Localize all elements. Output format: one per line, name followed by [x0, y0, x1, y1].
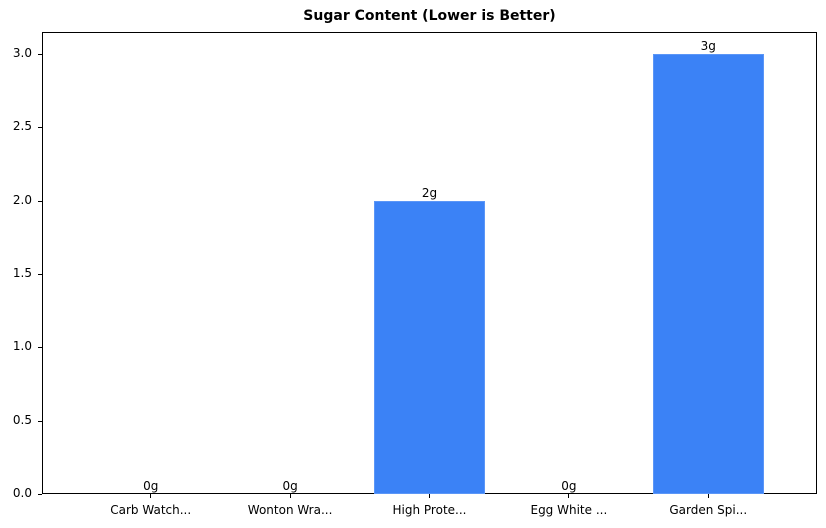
x-tick-label: High Prote... [392, 503, 467, 517]
x-tick: Carb Watch... [81, 494, 221, 517]
y-tick-label: 3.0 [12, 46, 32, 60]
x-tick: Wonton Wra... [220, 494, 360, 517]
y-tick-label: 2.0 [12, 192, 32, 207]
y-tick-mark [38, 494, 42, 495]
y-tick-mark [38, 274, 42, 275]
y-tick-mark [38, 347, 42, 349]
x-tick: Egg White ... [499, 494, 639, 517]
x-tick-label: Wonton Wra... [247, 503, 333, 517]
bar-value-label: 0g [282, 479, 298, 493]
x-tick-mark [150, 494, 152, 498]
y-tick-label: 0.5 [12, 412, 32, 427]
x-tick-mark [289, 494, 291, 498]
bar-value-label: 2g [421, 185, 438, 200]
x-tick: High Prote... [360, 494, 500, 517]
bar-value-label: 0g [561, 479, 577, 493]
chart-title: Sugar Content (Lower is Better) [303, 8, 556, 24]
x-tick-label: Garden Spi... [669, 503, 748, 517]
x-tick-mark [568, 494, 570, 498]
bar [373, 200, 486, 494]
x-tick-label: Carb Watch... [110, 503, 192, 517]
y-tick-mark [38, 200, 42, 202]
bar-value-label: 0g [143, 479, 159, 493]
x-tick-mark [429, 494, 430, 498]
y-tick-label: 1.0 [12, 339, 32, 354]
y-tick-label: 0.0 [12, 486, 32, 500]
y-tick-label: 1.5 [12, 266, 32, 280]
y-tick-mark [38, 127, 42, 129]
x-tick-mark [707, 494, 709, 498]
bar-value-label: 3g [700, 39, 716, 53]
bar [652, 54, 765, 494]
x-tick: Garden Spi... [638, 494, 778, 517]
y-tick-label: 2.5 [12, 119, 32, 134]
y-tick-mark [38, 420, 42, 422]
x-tick-label: Egg White ... [530, 503, 608, 517]
y-tick-mark [38, 54, 42, 55]
